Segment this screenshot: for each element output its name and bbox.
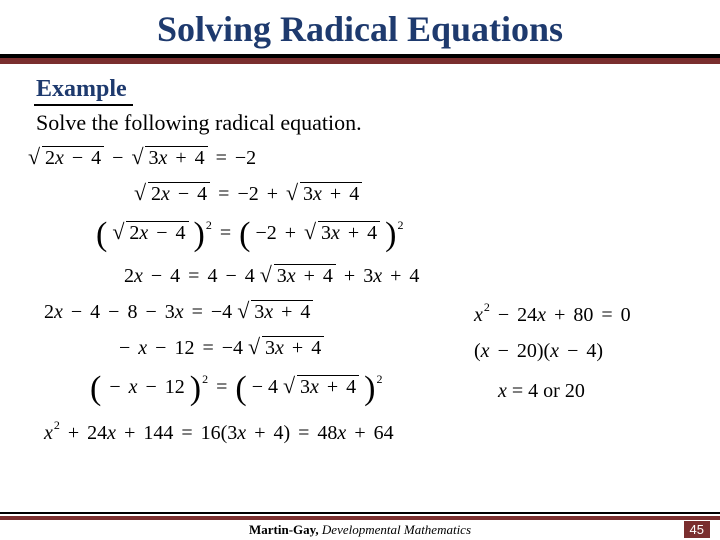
equation-r3: x = 4 or 20 <box>498 380 585 403</box>
equation-4: 2x − 4 = 4 − 4 3x + 4 + 3x + 4 <box>124 264 419 288</box>
footer-text: Martin-Gay, Developmental Mathematics <box>0 522 720 538</box>
equation-3: ( 2x − 4 )2 = ( −2 + 3x + 4 )2 <box>96 218 404 245</box>
page-number: 45 <box>684 521 710 538</box>
footer-author: Martin-Gay, <box>249 522 322 537</box>
math-area: 2x − 4 − 3x + 4 = −2 2x − 4 = −2 + 3x + … <box>24 142 696 492</box>
footer-rule-accent <box>0 516 720 520</box>
equation-r2: (x − 20)(x − 4) <box>474 340 603 363</box>
equation-6: − x − 12 = −4 3x + 4 <box>116 336 324 360</box>
equation-8: x2 + 24x + 144 = 16(3x + 4) = 48x + 64 <box>44 418 394 445</box>
equation-7: ( − x − 12 )2 = ( − 4 3x + 4 )2 <box>90 372 383 399</box>
content-area: Example Solve the following radical equa… <box>0 64 720 492</box>
equation-2: 2x − 4 = −2 + 3x + 4 <box>134 182 362 206</box>
footer-rule-dark <box>0 512 720 514</box>
instruction-text: Solve the following radical equation. <box>36 110 696 136</box>
equation-5: 2x − 4 − 8 − 3x = −4 3x + 4 <box>44 300 313 324</box>
footer-book: Developmental Mathematics <box>322 522 471 537</box>
example-label: Example <box>34 76 133 106</box>
title-bar: Solving Radical Equations <box>0 0 720 54</box>
equation-1: 2x − 4 − 3x + 4 = −2 <box>28 146 256 170</box>
equation-r1: x2 − 24x + 80 = 0 <box>474 300 631 327</box>
page-title: Solving Radical Equations <box>0 8 720 50</box>
